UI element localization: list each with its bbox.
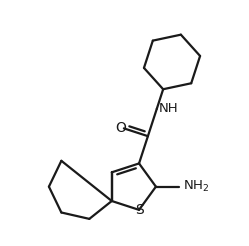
Text: S: S: [135, 203, 144, 217]
Text: O: O: [116, 121, 126, 135]
Text: NH$_2$: NH$_2$: [183, 179, 210, 194]
Text: NH: NH: [159, 102, 179, 115]
